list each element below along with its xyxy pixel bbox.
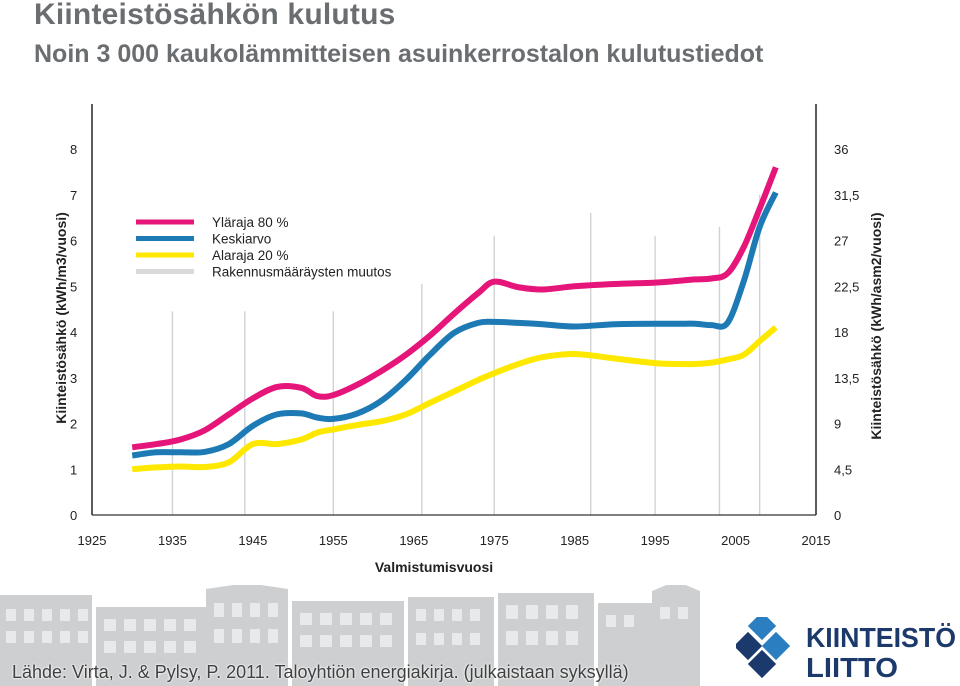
y-axis-label-left: Kiinteistösähkö (kWh/m3/vuosi) xyxy=(53,212,69,424)
x-tick-label: 1975 xyxy=(480,533,509,548)
source-citation: Lähde: Virta, J. & Pylsy, P. 2011. Taloy… xyxy=(12,662,629,682)
x-tick-label: 1955 xyxy=(319,533,348,548)
series-line-mean xyxy=(131,191,779,459)
series-line-lower-20 xyxy=(131,325,778,473)
legend-regulation-change-label: Rakennusmääräysten muutos xyxy=(212,265,392,280)
legend-lower-20-label: Alaraja 20 % xyxy=(212,248,289,263)
x-tick-label: 1995 xyxy=(641,533,670,548)
logo-text-line1: KIINTEISTÖ xyxy=(806,622,956,653)
line-chart: 0 1 2 3 4 5 6 7 8 0 4,5 9 13,5 18 22,5 27 31,5 36 1925 1935… xyxy=(53,104,884,575)
series-lines xyxy=(131,166,779,473)
y-tick-label-left: 4 xyxy=(70,325,77,340)
x-tick-label: 1945 xyxy=(238,533,267,548)
y-axis-label-right: Kiinteistösähkö (kWh/asm2/vuosi) xyxy=(868,212,884,439)
logo-text-line2: LIITTO xyxy=(806,652,898,683)
y-tick-label-right: 31,5 xyxy=(834,188,859,203)
axes xyxy=(91,104,817,516)
legend-upper-80-label: Yläraja 80 % xyxy=(212,215,289,230)
y-tick-label-left: 5 xyxy=(70,279,77,294)
x-tick-label: 1935 xyxy=(158,533,187,548)
y-tick-label-right: 4,5 xyxy=(834,462,852,477)
y-tick-label-left: 7 xyxy=(70,188,77,203)
tick-labels: 0 1 2 3 4 5 6 7 8 0 4,5 9 13,5 18 22,5 27 31,5 36 1925 1935… xyxy=(70,142,859,548)
y-tick-label-right: 9 xyxy=(834,417,841,432)
logo-mark-icon xyxy=(736,617,791,679)
y-tick-label-left: 1 xyxy=(70,462,77,477)
page-subtitle: Noin 3 000 kaukolämmitteisen asuinkerros… xyxy=(34,40,764,68)
city-skyline-decoration xyxy=(0,585,700,686)
x-tick-label: 1985 xyxy=(560,533,589,548)
y-tick-label-left: 0 xyxy=(70,508,77,523)
y-tick-label-left: 2 xyxy=(70,417,77,432)
x-axis-label: Valmistumisvuosi xyxy=(375,559,493,575)
legend-mean-label: Keskiarvo xyxy=(212,232,271,247)
y-tick-label-right: 18 xyxy=(834,325,848,340)
kiinteistoliitto-logo: KIINTEISTÖ LIITTO xyxy=(736,617,956,683)
y-tick-label-right: 13,5 xyxy=(834,371,859,386)
y-tick-label-right: 0 xyxy=(834,508,841,523)
y-tick-label-right: 36 xyxy=(834,142,848,157)
x-tick-label: 2015 xyxy=(802,533,831,548)
y-tick-label-right: 22,5 xyxy=(834,279,859,294)
y-tick-label-left: 3 xyxy=(70,371,77,386)
page-title: Kiinteistösähkön kulutus xyxy=(34,0,396,31)
y-tick-label-right: 27 xyxy=(834,234,848,249)
y-tick-label-left: 6 xyxy=(70,234,77,249)
x-tick-label: 1925 xyxy=(78,533,107,548)
x-tick-label: 2005 xyxy=(721,533,750,548)
y-tick-label-left: 8 xyxy=(70,142,77,157)
series-line-upper-80 xyxy=(131,166,779,451)
x-tick-label: 1965 xyxy=(399,533,428,548)
